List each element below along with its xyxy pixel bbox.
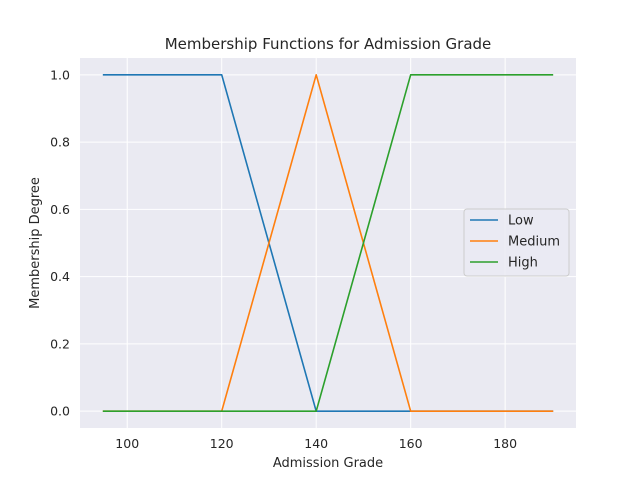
legend-box [463, 208, 570, 277]
y-tick-label: 0.4 [50, 269, 70, 284]
legend-label-high: High [508, 256, 538, 271]
x-tick-label: 120 [210, 436, 234, 451]
x-axis-label: Admission Grade [273, 456, 383, 471]
x-tick-label: 140 [304, 436, 328, 451]
y-tick-label: 0.2 [50, 336, 70, 351]
y-axis-label: Membership Degree [28, 177, 43, 309]
legend-label-medium: Medium [508, 235, 560, 250]
series-line-high [102, 74, 554, 412]
x-tick-label: 100 [115, 436, 139, 451]
series-lines [102, 74, 554, 412]
legend: Low Medium High [463, 208, 570, 277]
y-tick-label: 0.6 [50, 202, 70, 217]
x-tick-label: 180 [493, 436, 517, 451]
x-axis-ticks: 100 120 140 160 180 [115, 436, 517, 451]
y-tick-label: 0.0 [50, 404, 70, 419]
y-tick-label: 1.0 [50, 67, 70, 82]
legend-label-low: Low [508, 214, 534, 229]
x-tick-label: 160 [399, 436, 423, 451]
y-axis-ticks: 0.0 0.2 0.4 0.6 0.8 1.0 [50, 67, 70, 418]
chart-title: Membership Functions for Admission Grade [165, 35, 492, 53]
y-tick-label: 0.8 [50, 135, 70, 150]
